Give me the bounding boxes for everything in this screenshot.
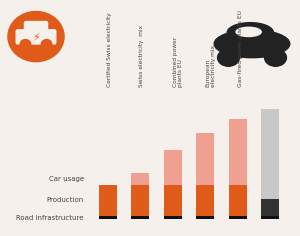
Bar [196,216,214,219]
Text: Production: Production [47,198,84,203]
Bar [164,150,182,185]
Circle shape [20,39,31,49]
Bar [229,185,247,216]
Bar [196,133,214,185]
Bar [164,185,182,216]
Bar [261,216,279,219]
Text: Road infrastructure: Road infrastructure [16,215,84,221]
Bar [131,173,149,185]
Text: Car usage: Car usage [49,176,84,182]
Text: Combined power
plants EU: Combined power plants EU [172,37,183,87]
Bar [261,199,279,216]
Circle shape [41,39,52,49]
FancyBboxPatch shape [25,21,47,33]
Text: Gas-fired power plants EU: Gas-fired power plants EU [238,10,244,87]
Circle shape [265,49,286,66]
Bar [261,109,279,199]
Bar [229,216,247,219]
Bar [131,185,149,216]
Bar [131,216,149,219]
Ellipse shape [227,23,273,42]
Circle shape [8,12,64,62]
Bar [164,216,182,219]
Text: Certified Swiss electricity: Certified Swiss electricity [106,13,112,87]
FancyBboxPatch shape [16,30,56,44]
Bar [196,185,214,216]
Bar [229,119,247,185]
Ellipse shape [236,27,261,37]
Text: ⚡: ⚡ [32,33,40,43]
Ellipse shape [214,30,290,58]
Text: Swiss electricity  mix: Swiss electricity mix [140,25,145,87]
Circle shape [218,49,239,66]
Text: European
electricity mix: European electricity mix [206,45,216,87]
Bar [99,185,117,216]
Bar [99,216,117,219]
